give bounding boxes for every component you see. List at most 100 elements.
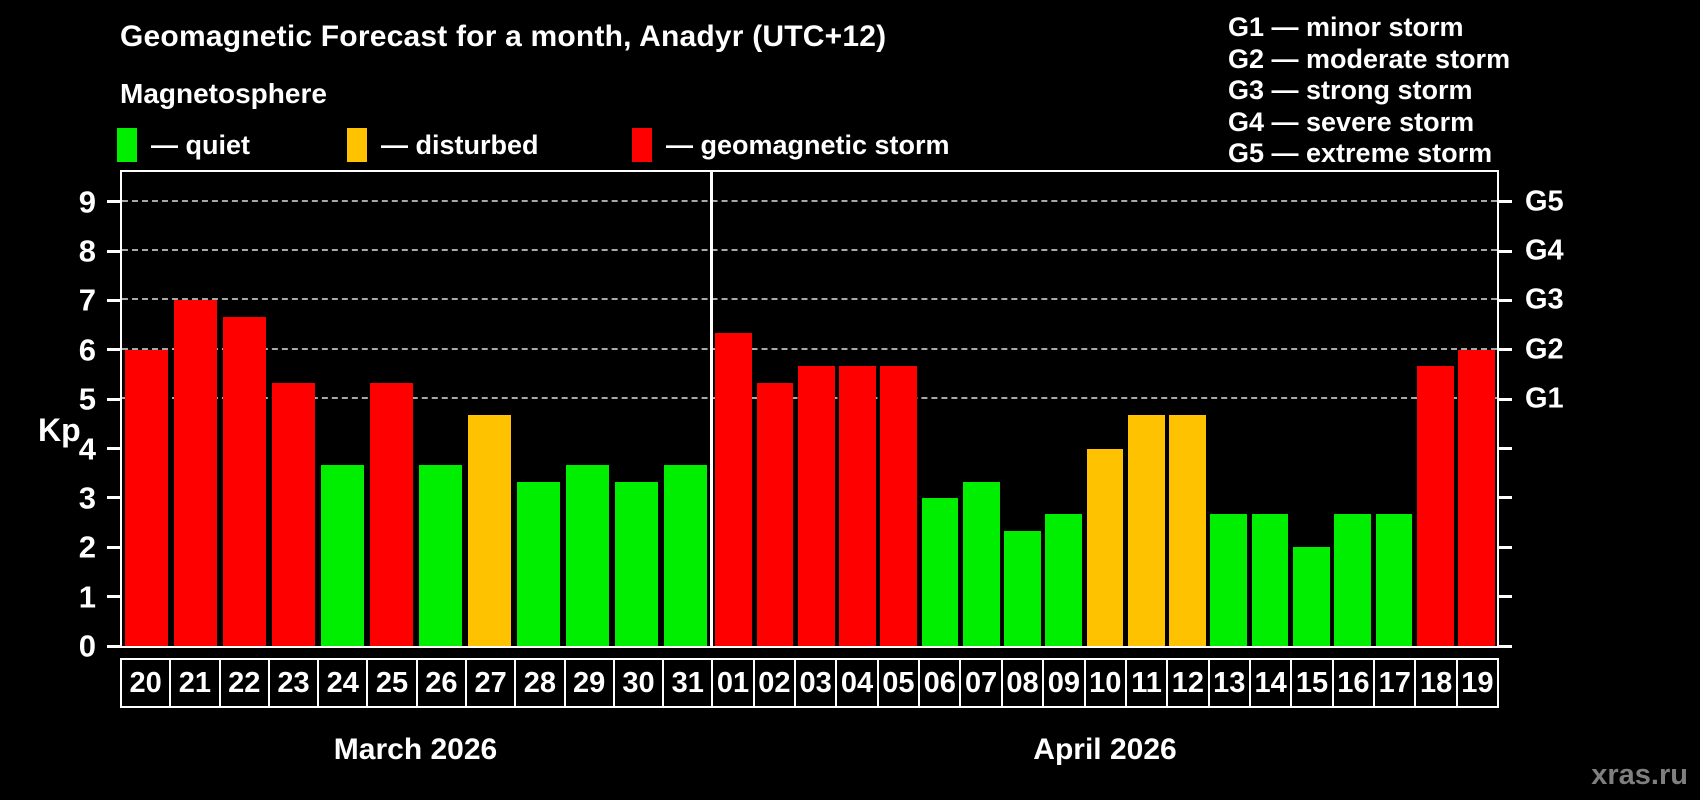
legend-heading: Magnetosphere [120,78,327,109]
month-label-april: April 2026 [1033,733,1177,766]
day-label-panel: 01 02 03 04 05 06 07 08 09 10 11 12 13 14 15 16 17 18 19 [711,660,1497,706]
day-cell [122,172,171,646]
tick-right-kp7 [1499,298,1512,302]
y-tick-label: 4 [78,431,96,466]
watermark: xras.ru [1591,759,1688,791]
storm-scale-g5: G5 — extreme storm [1228,138,1493,168]
gridline-kp9 [122,199,1497,202]
day-label: 08 [1000,660,1042,706]
day-label: 09 [1042,660,1083,706]
day-cell [465,172,514,646]
kp-bar [839,366,876,646]
kp-bar [880,366,918,646]
day-cell [919,172,960,646]
gridline-kp8 [122,249,1497,251]
day-cell [878,172,919,646]
month-panel [710,172,1497,646]
day-label: 05 [876,660,918,706]
day-label: 15 [1290,660,1331,706]
kp-bar [222,316,267,646]
y-tick-label: 1 [78,579,96,615]
y-tick-label: 5 [78,381,96,417]
kp-bar [516,481,561,646]
day-label: 21 [169,660,218,706]
day-cell [1126,172,1167,646]
y-tick-label: 6 [78,332,96,368]
day-label: 28 [514,660,563,706]
right-axis-label-g2: G2 [1525,333,1564,366]
day-label: 20 [129,666,162,699]
kp-bar [1458,349,1495,646]
kp-bar [1045,514,1083,646]
month-panel [122,172,710,646]
kp-bar [1334,514,1371,646]
day-label: 19 [1455,660,1497,706]
kp-bar [320,464,365,646]
day-cell [837,172,878,646]
legend-item-disturbed: — disturbed [347,128,539,162]
day-cell [1332,172,1373,646]
quiet-color-swatch [117,128,137,162]
kp-bar [418,464,463,646]
kp-bar [369,382,414,646]
kp-bar [1292,547,1330,646]
day-cell [416,172,465,646]
y-tick-label: 0 [78,628,96,664]
day-axis: 20 21 22 23 24 25 26 27 28 29 30 31 01 02 03 04 05 06 07 08… [120,658,1499,708]
tick-left-kp1 [107,595,120,599]
plot-area: 0 1 2 3 4 5 6 7 8 9 G1 G2 G3 G4 G5 [79,170,1564,662]
kp-bar [565,464,610,646]
day-cell [269,172,318,646]
day-label: 23 [267,660,317,706]
tick-right-kp3 [1499,496,1512,500]
day-cell [1167,172,1208,646]
day-label: 10 [1083,660,1125,706]
tick-right-kp2 [1499,545,1512,549]
kp-bar [1169,415,1206,646]
storm-scale-g2: G2 — moderate storm [1228,43,1511,74]
day-label: 16 [1331,660,1373,706]
kp-bar [1251,514,1289,646]
day-cell [1043,172,1084,646]
right-axis-label-g1: G1 [1525,382,1564,415]
storm-color-swatch [632,128,652,162]
tick-left-kp2 [107,545,120,549]
right-axis-label-g4: G4 [1525,234,1564,267]
kp-bar [921,497,959,646]
day-cell [612,172,661,646]
legend-item-quiet: — quiet [117,128,250,162]
kp-bar [962,481,1000,646]
day-label: 12 [1166,660,1207,706]
kp-bar [124,349,169,646]
tick-right-kp1 [1499,595,1512,599]
storm-scale-g3: G3 — strong storm [1228,75,1473,105]
tick-left-kp7 [107,298,120,302]
day-label: 25 [366,660,415,706]
legend-item-label: — disturbed [381,129,539,160]
tick-left-kp0 [107,644,120,648]
day-cell [1249,172,1290,646]
day-label: 03 [794,660,835,706]
disturbed-color-swatch [347,128,367,162]
tick-left-kp4 [107,447,120,450]
day-label: 30 [612,660,662,706]
tick-left-kp6 [107,348,120,352]
day-label: 22 [218,660,268,706]
day-label: 17 [1373,660,1414,706]
day-cell [1002,172,1043,646]
day-label: 14 [1248,660,1290,706]
kp-bar [1416,366,1454,646]
day-cell [220,172,269,646]
tick-right-kp0 [1499,644,1512,648]
day-label: 06 [918,660,959,706]
day-cell [318,172,367,646]
bar-panels [122,172,1497,646]
storm-scale-g1: G1 — minor storm [1228,12,1464,42]
month-label-march: March 2026 [333,733,498,766]
tick-right-kp9 [1499,200,1512,204]
day-label: 26 [415,660,465,706]
day-label: 18 [1414,660,1455,706]
day-label: 07 [959,660,1000,706]
kp-bar [614,481,659,646]
storm-scale-g4: G4 — severe storm [1228,106,1475,137]
